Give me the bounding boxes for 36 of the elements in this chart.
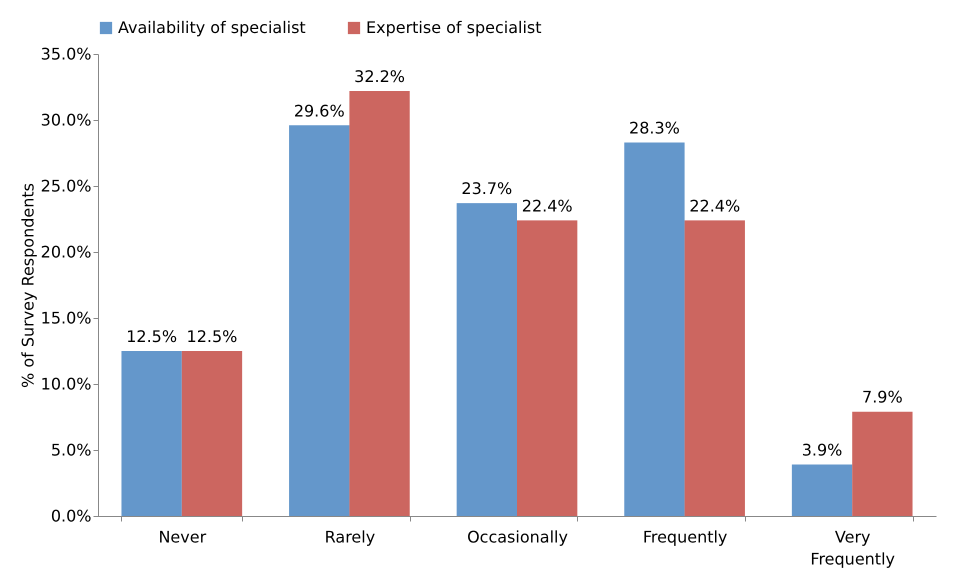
y-tick-label: 25.0% xyxy=(40,176,92,196)
data-label: 28.3% xyxy=(629,118,680,138)
data-label: 3.9% xyxy=(802,440,842,460)
data-label: 22.4% xyxy=(689,196,740,216)
bar xyxy=(624,142,685,516)
bar xyxy=(792,464,852,516)
legend-label: Expertise of specialist xyxy=(366,18,542,37)
bar xyxy=(456,203,517,516)
data-label: 29.6% xyxy=(294,101,345,120)
x-tick-label: Rarely xyxy=(324,528,376,546)
data-label: 22.4% xyxy=(522,196,573,216)
y-tick-label: 5.0% xyxy=(50,440,92,460)
x-tick-label: Very Frequently xyxy=(810,528,895,568)
bar xyxy=(121,351,182,516)
bar xyxy=(182,351,242,516)
y-tick-label: 0.0% xyxy=(50,506,92,526)
data-label: 32.2% xyxy=(354,66,405,86)
bar xyxy=(289,125,350,516)
bar xyxy=(852,412,913,516)
data-label: 23.7% xyxy=(461,179,512,198)
bar xyxy=(517,220,578,516)
y-tick-label: 20.0% xyxy=(40,242,92,262)
x-tick-label: Occasionally xyxy=(467,528,568,546)
bar xyxy=(684,220,745,516)
x-tick-label: Never xyxy=(158,528,207,546)
y-tick-label: 35.0% xyxy=(40,44,92,64)
data-label: 7.9% xyxy=(862,388,903,407)
data-label: 12.5% xyxy=(126,327,178,346)
data-label: 12.5% xyxy=(186,327,238,346)
y-axis-title: % of Survey Respondents xyxy=(18,183,38,388)
x-tick-label: Frequently xyxy=(642,528,728,546)
legend-label: Availability of specialist xyxy=(118,18,306,37)
y-tick-label: 10.0% xyxy=(40,374,92,394)
y-tick-label: 15.0% xyxy=(40,308,92,328)
bar xyxy=(349,90,410,516)
y-tick-label: 30.0% xyxy=(40,110,92,130)
